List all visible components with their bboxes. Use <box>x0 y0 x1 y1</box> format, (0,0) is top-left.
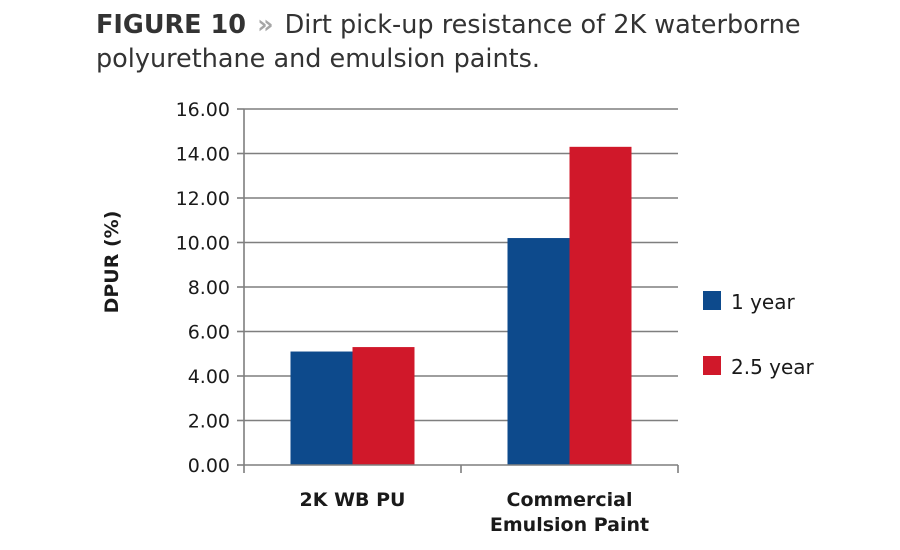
y-tick-label: 0.00 <box>188 455 230 477</box>
figure-caption-text: Dirt pick-up resistance of 2K waterborne… <box>96 10 801 74</box>
legend: 1 year 2.5 year <box>703 290 815 379</box>
x-category-labels: 2K WB PU Commercial Emulsion Paint <box>300 489 650 536</box>
figure-label: FIGURE 10 <box>96 10 246 40</box>
legend-swatch <box>703 356 721 375</box>
bar-2.5-year <box>569 146 632 465</box>
figure-caption: FIGURE 10 » Dirt pick-up resistance of 2… <box>96 8 886 76</box>
legend-swatch <box>703 291 721 310</box>
legend-label: 1 year <box>731 290 795 314</box>
bars <box>290 146 632 465</box>
y-tick-label: 16.00 <box>176 99 230 121</box>
bar-2.5-year <box>352 347 415 465</box>
y-tick-label: 8.00 <box>188 277 230 299</box>
bar-1-year <box>507 238 570 465</box>
y-tick-label: 12.00 <box>176 188 230 210</box>
y-tick-label: 10.00 <box>176 233 230 255</box>
y-tick-label: 2.00 <box>188 411 230 433</box>
y-tick-label: 4.00 <box>188 366 230 388</box>
x-category-label: 2K WB PU <box>300 489 406 511</box>
y-tick-labels: 0.00 2.00 4.00 6.00 8.00 10.00 12.00 14.00 16.00 <box>176 99 230 477</box>
y-axis-label: DPUR (%) <box>101 211 123 314</box>
x-category-label: Commercial <box>507 489 633 511</box>
y-tick-label: 14.00 <box>176 144 230 166</box>
axes <box>243 109 679 473</box>
legend-label: 2.5 year <box>731 355 815 379</box>
x-category-label: Emulsion Paint <box>490 514 649 536</box>
figure-separator: » <box>257 10 274 40</box>
y-tick-label: 6.00 <box>188 322 230 344</box>
bar-1-year <box>290 351 353 465</box>
